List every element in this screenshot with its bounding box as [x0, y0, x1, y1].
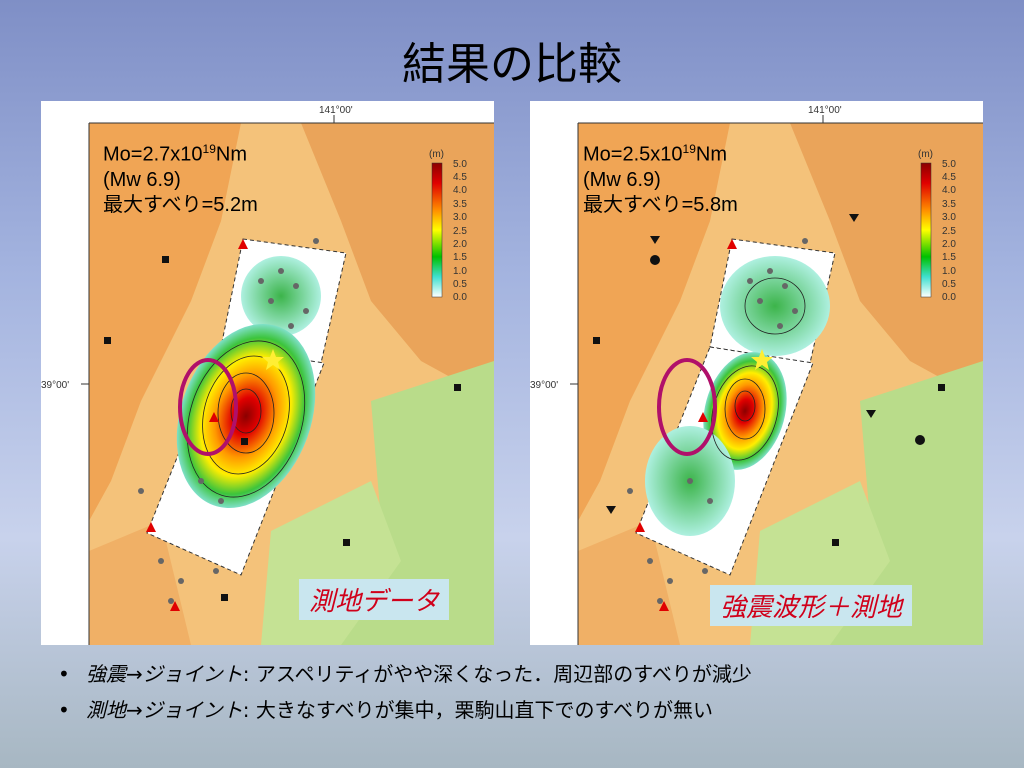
method-label: 強震波形＋測地	[710, 585, 913, 626]
colorbar-tick: 2.0	[942, 239, 956, 250]
magnitude-value: (Mw 6.9)	[103, 168, 181, 191]
slip-map-joint: 141°00' 39°00' (m) 5.0 4.5 4.0 3.5 3.0 2…	[530, 101, 983, 645]
bullet-icon: •	[58, 662, 70, 686]
colorbar-tick: 3.5	[942, 199, 956, 210]
colorbar-tick: 4.5	[942, 172, 956, 183]
max-slip-value: 最大すべり=5.2m	[103, 193, 258, 216]
colorbar-tick: 1.0	[942, 266, 956, 277]
list-item: • 強震→ジョイント : アスペリティがやや深くなった．周辺部のすべりが減少	[58, 656, 752, 692]
longitude-label: 141°00'	[319, 105, 353, 116]
colorbar-unit: (m)	[429, 149, 444, 160]
highlight-ellipse	[178, 358, 238, 456]
colorbar-tick: 4.0	[942, 185, 956, 196]
colorbar-tick: 1.5	[453, 252, 467, 263]
longitude-label: 141°00'	[808, 105, 842, 116]
colorbar-tick: 3.0	[942, 212, 956, 223]
colorbar-tick: 5.0	[453, 159, 467, 170]
colorbar-tick: 5.0	[942, 159, 956, 170]
max-slip-value: 最大すべり=5.8m	[583, 193, 738, 216]
highlight-ellipse	[657, 358, 717, 456]
moment-exponent: 19	[682, 142, 696, 156]
moment-annotation: Mo=2.5x1019Nm (Mw 6.9) 最大すべり=5.8m	[583, 137, 738, 218]
bullet-list: • 強震→ジョイント : アスペリティがやや深くなった．周辺部のすべりが減少 •…	[58, 656, 752, 728]
colorbar-tick: 0.5	[942, 279, 956, 290]
bullet-text: : アスペリティがやや深くなった．周辺部のすべりが減少	[242, 662, 752, 686]
colorbar-tick: 0.5	[453, 279, 467, 290]
colorbar-tick: 2.5	[942, 226, 956, 237]
moment-unit: Nm	[695, 143, 727, 166]
colorbar	[920, 162, 932, 298]
map-figure: 141°00' 39°00' (m) 5.0 4.5 4.0 3.5 3.0 2…	[41, 105, 494, 645]
bullet-icon: •	[58, 698, 70, 722]
bullet-term: 測地→ジョイント	[86, 698, 243, 722]
moment-value: Mo=2.7x10	[103, 143, 203, 166]
colorbar-tick: 3.0	[453, 212, 467, 223]
colorbar-unit: (m)	[918, 149, 933, 160]
moment-unit: Nm	[215, 143, 247, 166]
bullet-text: : 大きなすべりが集中，栗駒山直下でのすべりが無い	[242, 698, 714, 722]
colorbar-tick: 2.0	[453, 239, 467, 250]
slip-map-geodetic: 141°00' 39°00' (m) 5.0 4.5 4.0 3.5 3.0 2…	[41, 101, 494, 645]
colorbar-tick: 4.5	[453, 172, 467, 183]
moment-value: Mo=2.5x10	[583, 143, 683, 166]
colorbar-tick: 0.0	[942, 292, 956, 303]
colorbar-tick: 1.0	[453, 266, 467, 277]
colorbar	[431, 162, 443, 298]
slide-title: 結果の比較	[402, 39, 622, 90]
colorbar-tick: 2.5	[453, 226, 467, 237]
method-label: 測地データ	[299, 579, 450, 620]
colorbar-tick: 1.5	[942, 252, 956, 263]
moment-annotation: Mo=2.7x1019Nm (Mw 6.9) 最大すべり=5.2m	[103, 137, 258, 218]
latitude-label: 39°00'	[41, 380, 69, 391]
latitude-label: 39°00'	[530, 380, 558, 391]
moment-exponent: 19	[202, 142, 216, 156]
magnitude-value: (Mw 6.9)	[583, 168, 661, 191]
colorbar-tick: 4.0	[453, 185, 467, 196]
list-item: • 測地→ジョイント : 大きなすべりが集中，栗駒山直下でのすべりが無い	[58, 692, 752, 728]
colorbar-tick: 0.0	[453, 292, 467, 303]
colorbar-tick: 3.5	[453, 199, 467, 210]
bullet-term: 強震→ジョイント	[86, 662, 243, 686]
